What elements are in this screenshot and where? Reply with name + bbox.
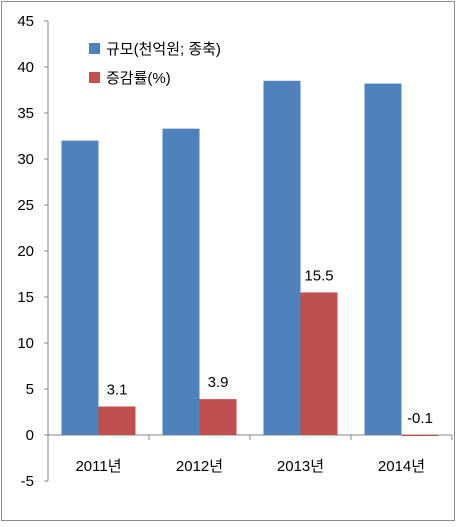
y-tick-label: 5 [26,381,34,398]
legend-swatch-1 [89,72,100,83]
y-tick-label: 0 [26,427,34,444]
y-tick-label: 25 [17,197,34,214]
data-label: 3.1 [107,381,128,398]
x-tick-label: 2012년 [176,458,223,475]
bar-size-2 [263,80,301,436]
x-tick-label: 2011년 [75,458,121,475]
y-tick-label: 35 [17,105,34,122]
bar-growth-rate-2 [300,292,338,435]
legend-label-1: 증감률(%) [106,70,171,87]
bar-size-3 [364,83,402,435]
bar-size-0 [61,140,99,435]
bar-growth-rate-3 [401,435,439,436]
bar-growth-rate-1 [199,399,237,435]
bar-growth-rate-0 [98,406,136,435]
data-labels: 3.1 3.9 15.5 -0.1 [107,267,433,427]
data-label: 3.9 [208,374,229,391]
legend-swatch-0 [89,43,100,54]
bars [61,80,439,436]
y-tick-label: -5 [21,473,34,490]
y-tick-label: 20 [17,243,34,260]
axes: -5 0 5 10 15 20 25 30 35 40 45 2011년 2012년 2013년 2014년 [17,13,453,490]
y-tick-label: 30 [17,151,34,168]
y-tick-label: 10 [17,335,34,352]
y-tick-label: 45 [17,13,34,30]
x-tick-label: 2013년 [277,458,324,475]
y-tick-label: 40 [17,59,34,76]
x-tick-label: 2014년 [378,458,425,475]
data-label: 15.5 [304,267,333,284]
legend: 규모(천억원; 종축) 증감률(%) [89,41,221,87]
data-label: -0.1 [407,410,433,427]
legend-label-0: 규모(천억원; 종축) [106,41,221,58]
y-tick-label: 15 [17,289,34,306]
bar-size-1 [162,128,200,435]
